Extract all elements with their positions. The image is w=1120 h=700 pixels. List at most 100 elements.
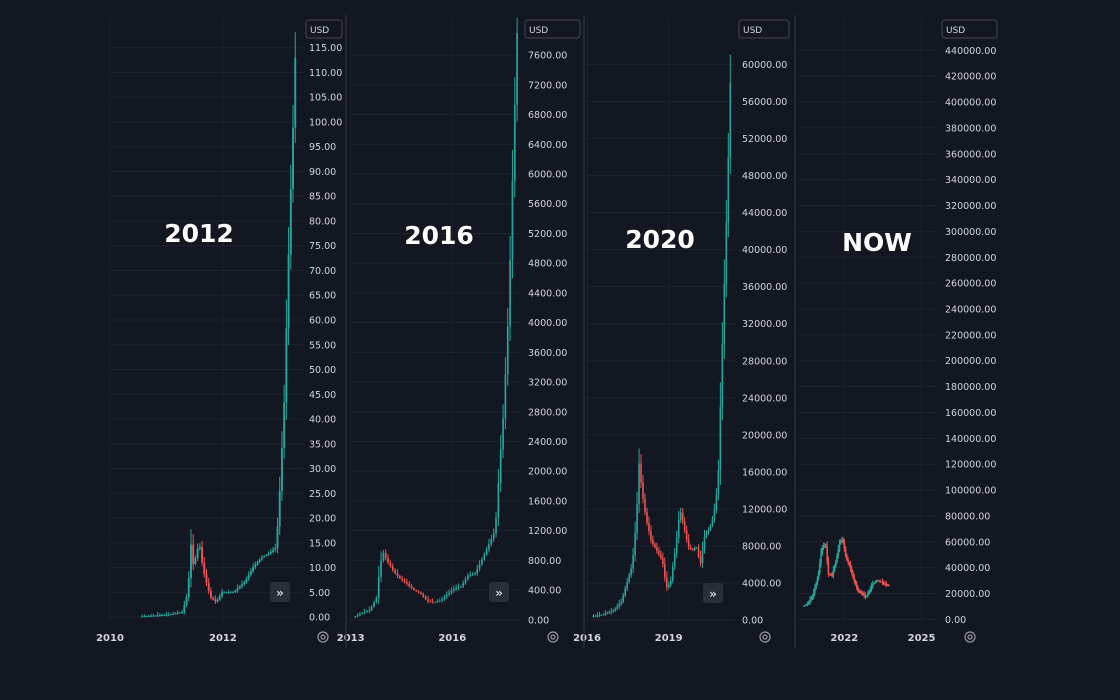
- candle-body: [858, 591, 860, 593]
- candle-body: [403, 580, 406, 583]
- candle-body: [464, 579, 467, 584]
- candle-body: [642, 482, 644, 499]
- candle-body: [822, 546, 825, 548]
- candle-body: [838, 543, 841, 550]
- candle-body: [853, 577, 856, 582]
- currency-label-2020[interactable]: USD: [738, 19, 790, 39]
- currency-label-now[interactable]: USD: [941, 19, 998, 39]
- candle-body: [815, 583, 817, 589]
- candle-body: [620, 601, 623, 605]
- candle-body: [723, 283, 726, 345]
- candle-body: [719, 407, 722, 471]
- candle-body: [207, 583, 210, 591]
- candle-body: [703, 536, 706, 550]
- candle-body: [502, 418, 504, 450]
- candle-body: [713, 509, 716, 519]
- currency-text: USD: [743, 26, 762, 36]
- candle-body: [398, 575, 401, 579]
- candle-body: [885, 584, 888, 586]
- candle-body: [181, 612, 184, 614]
- candle-body: [630, 568, 632, 576]
- candle-body: [178, 612, 181, 614]
- candle-body: [827, 561, 830, 575]
- candle-body: [873, 582, 875, 585]
- candle-body: [612, 610, 615, 612]
- candle-body: [203, 562, 206, 575]
- candle-body: [654, 544, 656, 548]
- y-tick-label: 4000.00: [742, 579, 781, 590]
- candle-body: [396, 573, 399, 576]
- candle-body: [879, 581, 881, 583]
- candle-body: [852, 573, 854, 578]
- y-tick-label: 6000.00: [528, 170, 567, 181]
- currency-label-2012[interactable]: USD: [305, 19, 343, 39]
- candle-body: [183, 605, 186, 613]
- candle-body: [616, 606, 619, 609]
- candle-body: [860, 592, 863, 594]
- y-tick-label: 6400.00: [528, 140, 567, 151]
- candle-body: [269, 551, 272, 554]
- settings-gear-icon[interactable]: [317, 631, 329, 643]
- candle-body: [431, 601, 434, 603]
- candle-body: [234, 590, 237, 593]
- y-tick-label: 1600.00: [528, 496, 567, 507]
- candle-body: [804, 605, 806, 607]
- candle-body: [847, 560, 849, 563]
- candle-body: [806, 604, 809, 606]
- y-tick-label: 220000.00: [945, 330, 996, 341]
- scroll-to-latest-button[interactable]: »: [270, 582, 290, 602]
- candle-body: [870, 586, 873, 590]
- candle-body: [227, 592, 230, 594]
- candle-body: [154, 615, 157, 617]
- candle-body: [646, 512, 648, 523]
- candle-body: [673, 553, 676, 567]
- candle-body: [594, 615, 597, 617]
- candle-body: [811, 596, 814, 599]
- scroll-to-latest-button[interactable]: »: [703, 583, 723, 603]
- candle-body: [841, 539, 843, 541]
- candle-body: [243, 582, 246, 585]
- candle-body: [363, 611, 366, 613]
- candle-body: [675, 537, 678, 554]
- candle-body: [443, 597, 446, 600]
- candle-body: [483, 554, 486, 560]
- x-tick-label: 2016: [438, 633, 466, 644]
- settings-gear-icon[interactable]: [964, 631, 976, 643]
- settings-gear-icon[interactable]: [547, 631, 559, 643]
- candle-body: [387, 558, 389, 563]
- candle-body: [668, 584, 670, 588]
- candle-body: [878, 580, 880, 582]
- candle-body: [267, 553, 270, 555]
- candle-body: [863, 594, 865, 596]
- candle-body: [717, 470, 720, 495]
- double-chevron-right-icon: »: [495, 586, 503, 600]
- candle-body: [715, 494, 718, 510]
- candle-body: [721, 344, 724, 408]
- candle-body: [810, 598, 812, 601]
- candle-body: [457, 587, 460, 589]
- candle-body: [511, 180, 514, 260]
- y-tick-label: 20.00: [309, 514, 336, 525]
- x-tick-label: 2025: [908, 633, 936, 644]
- candle-body: [681, 512, 684, 522]
- currency-label-2016[interactable]: USD: [524, 19, 581, 39]
- settings-gear-icon[interactable]: [759, 631, 771, 643]
- candle-body: [408, 583, 411, 586]
- y-tick-label: 420000.00: [945, 72, 996, 83]
- candle-body: [701, 549, 704, 564]
- candle-body: [871, 584, 874, 587]
- y-tick-label: 32000.00: [742, 319, 787, 330]
- candle-body: [261, 557, 263, 560]
- candle-body: [152, 615, 155, 617]
- y-tick-label: 140000.00: [945, 434, 996, 445]
- scroll-to-latest-button[interactable]: »: [489, 582, 509, 602]
- candle-body: [869, 589, 872, 592]
- candle-body: [161, 614, 164, 616]
- candle-body: [462, 583, 465, 587]
- candle-body: [826, 547, 828, 562]
- y-tick-label: 110.00: [309, 68, 342, 79]
- y-tick-label: 440000.00: [945, 46, 996, 57]
- candle-body: [640, 463, 642, 483]
- candle-body: [606, 612, 609, 614]
- candle-body: [448, 592, 450, 595]
